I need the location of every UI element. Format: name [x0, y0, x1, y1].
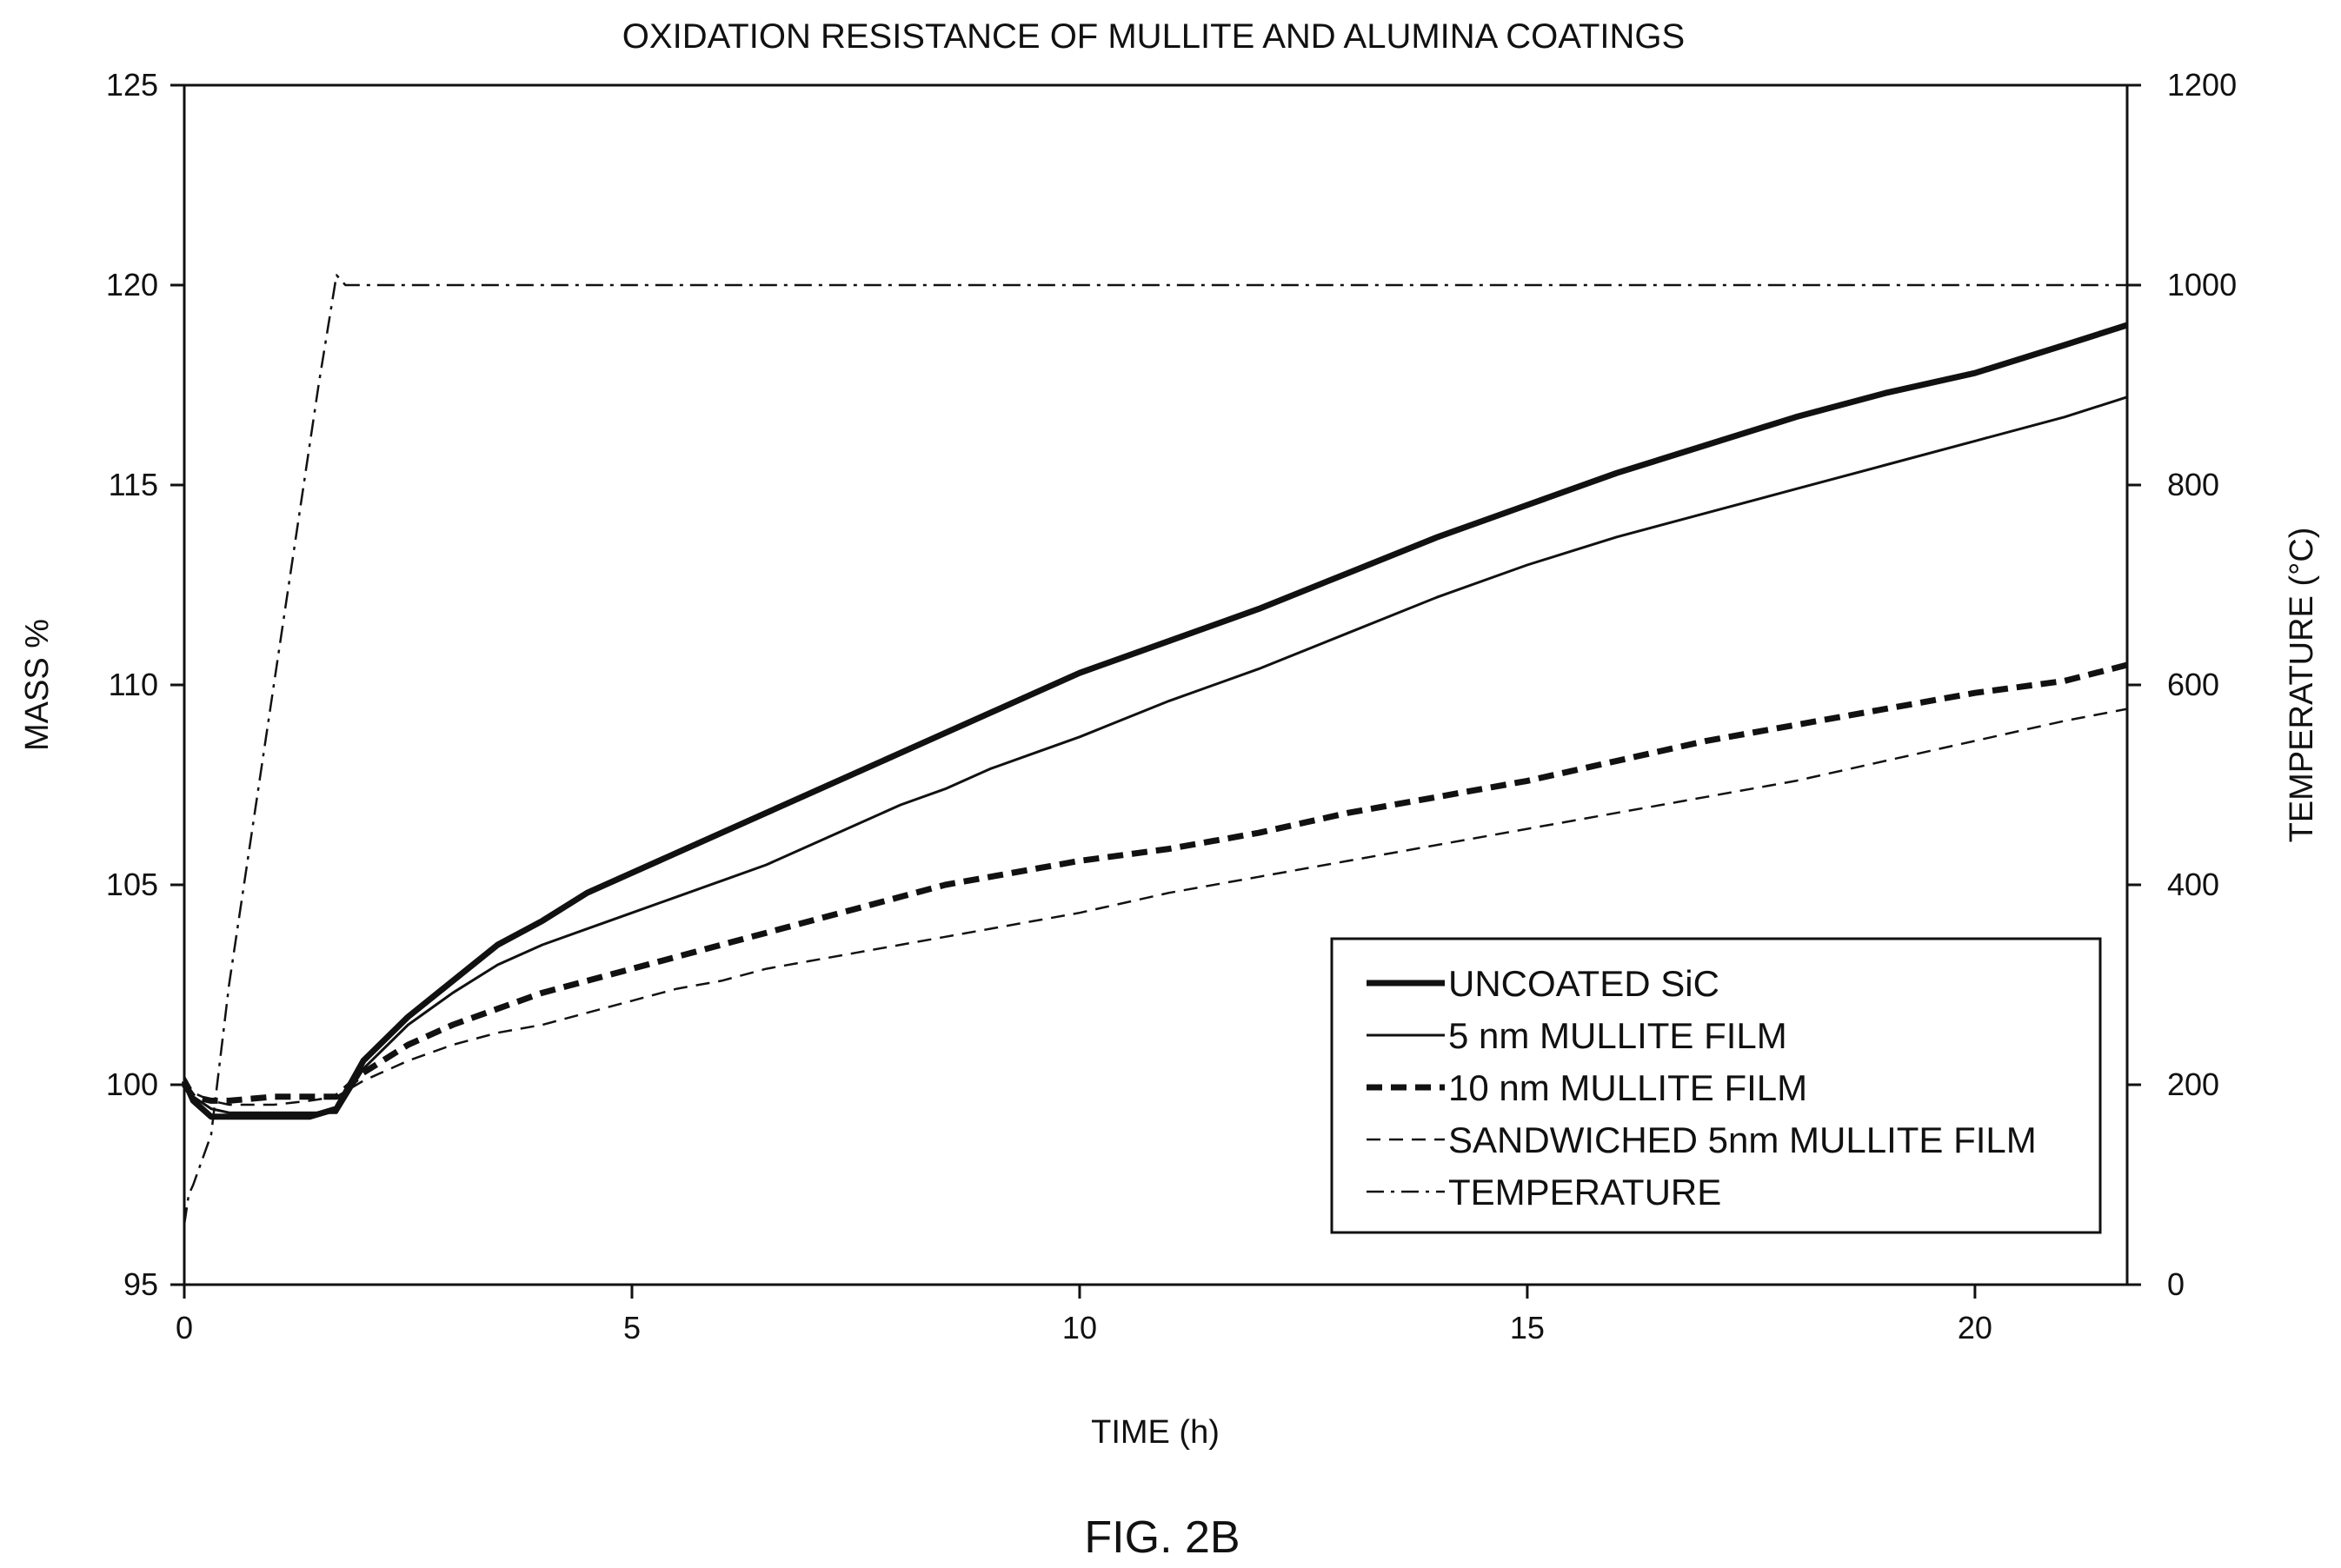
- y-tick-label: 105: [106, 867, 158, 902]
- legend: UNCOATED SiC 5 nm MULLITE FILM 10 nm MULLI…: [1330, 937, 2102, 1234]
- y2-tick-label: 800: [2167, 467, 2219, 502]
- y-tick-label: 110: [109, 667, 158, 702]
- series-line-4: [183, 274, 2127, 1226]
- x-tick-label: 0: [176, 1310, 193, 1345]
- legend-label: SANDWICHED 5nm MULLITE FILM: [1448, 1120, 2037, 1160]
- legend-items: UNCOATED SiC 5 nm MULLITE FILM 10 nm MULLI…: [1367, 963, 2037, 1213]
- y2-axis-title: TEMPERATURE (°C): [2284, 528, 2320, 843]
- x-axis-title: TIME (h): [1091, 1414, 1220, 1451]
- chart-title: OXIDATION RESISTANCE OF MULLITE AND ALUM…: [622, 17, 1685, 56]
- legend-label: 10 nm MULLITE FILM: [1448, 1067, 1807, 1108]
- legend-label: TEMPERATURE: [1448, 1172, 1721, 1213]
- legend-label: 5 nm MULLITE FILM: [1448, 1015, 1787, 1056]
- y-tick-label: 100: [106, 1066, 158, 1102]
- x-tick-label: 15: [1510, 1310, 1545, 1345]
- y-axis-ticks: 95 100 105 110 115 120 125: [106, 67, 184, 1302]
- y2-tick-label: 600: [2167, 667, 2219, 702]
- y2-tick-label: 200: [2167, 1066, 2219, 1102]
- y-tick-label: 125: [106, 67, 158, 103]
- y2-tick-label: 400: [2167, 867, 2219, 902]
- series-line-1: [183, 395, 2128, 1114]
- y2-axis-ticks: 0 200 400 600 800 1000 1200: [2127, 67, 2237, 1302]
- x-tick-label: 5: [623, 1310, 641, 1345]
- figure-label: FIG. 2B: [1084, 1512, 1240, 1563]
- y-tick-label: 115: [109, 467, 158, 502]
- y-axis-title: MASS %: [19, 619, 56, 751]
- legend-box: [1330, 937, 2102, 1234]
- x-tick-label: 20: [1958, 1310, 1992, 1345]
- y-tick-label: 120: [106, 267, 158, 302]
- y2-tick-label: 0: [2167, 1266, 2185, 1302]
- y2-tick-label: 1200: [2167, 67, 2237, 103]
- series-lines: [181, 274, 2129, 1226]
- y2-tick-label: 1000: [2167, 267, 2237, 302]
- x-axis-ticks: 0 5 10 15 20: [176, 1285, 1992, 1345]
- y-tick-label: 95: [123, 1266, 158, 1302]
- series-line-3: [183, 708, 2128, 1106]
- x-tick-label: 10: [1062, 1310, 1097, 1345]
- legend-label: UNCOATED SiC: [1448, 963, 1719, 1004]
- series-line-0: [181, 322, 2129, 1120]
